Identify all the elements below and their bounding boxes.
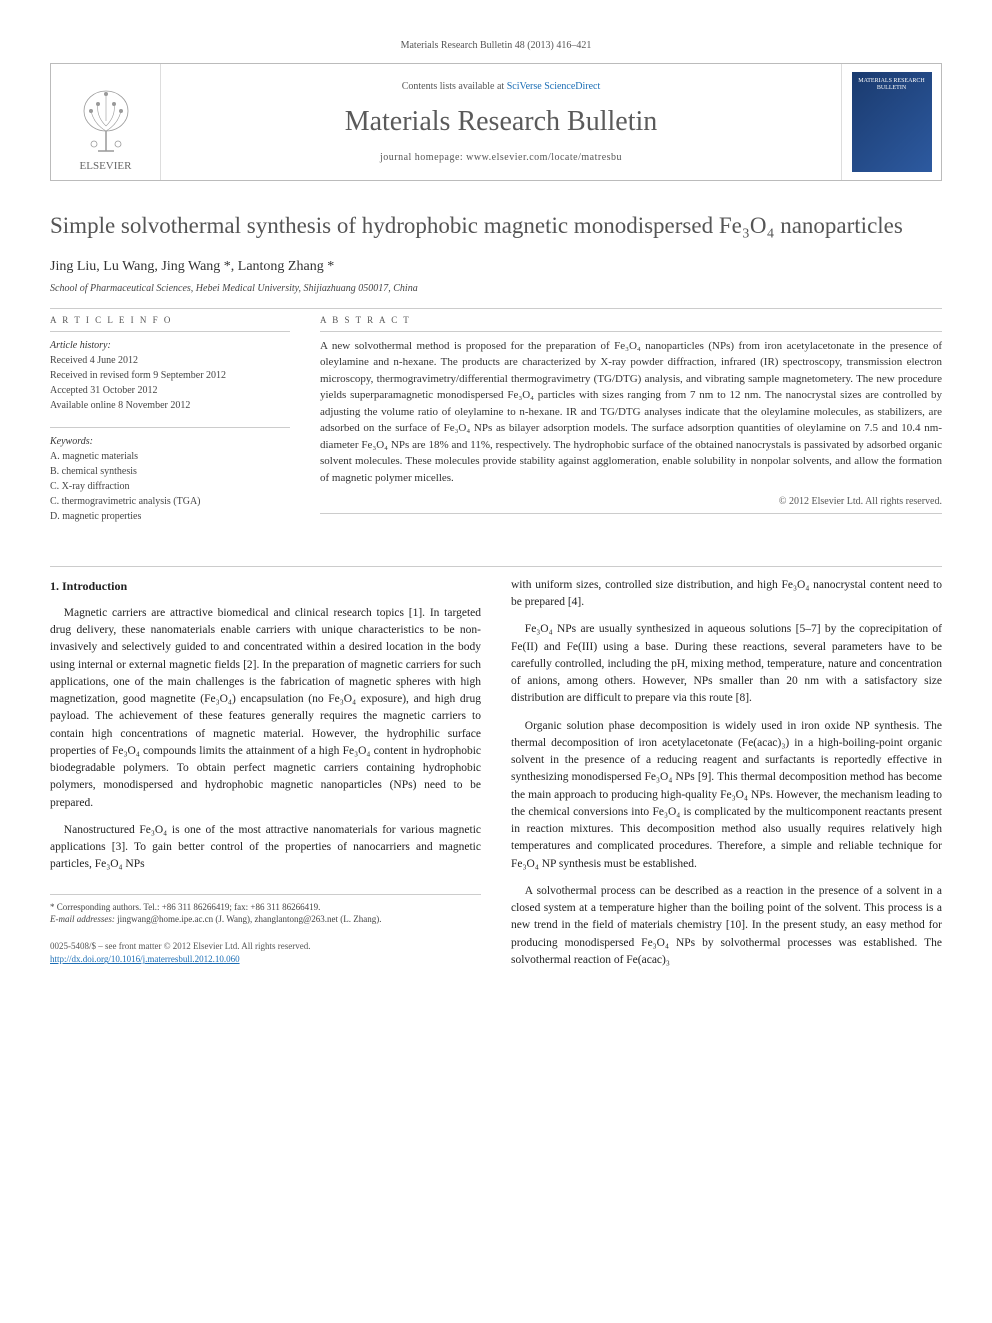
page-container: Materials Research Bulletin 48 (2013) 41… — [0, 0, 992, 1019]
keyword: B. chemical synthesis — [50, 464, 290, 479]
article-title: Simple solvothermal synthesis of hydroph… — [50, 211, 942, 241]
history-label: Article history: — [50, 338, 290, 353]
page-footer: 0025-5408/$ – see front matter © 2012 El… — [50, 940, 481, 967]
abstract-text: A new solvothermal method is proposed fo… — [320, 338, 942, 487]
abstract-heading: A B S T R A C T — [320, 315, 942, 325]
keyword: D. magnetic properties — [50, 509, 290, 524]
sciencedirect-link[interactable]: SciVerse ScienceDirect — [507, 81, 601, 92]
publisher-logo-block: ELSEVIER — [51, 64, 161, 180]
journal-homepage: journal homepage: www.elsevier.com/locat… — [181, 152, 821, 163]
keywords-block: Keywords: A. magnetic materials B. chemi… — [50, 434, 290, 524]
history-line: Available online 8 November 2012 — [50, 398, 290, 413]
body-paragraph: Fe₃O₄ NPs are usually synthesized in aqu… — [511, 621, 942, 707]
body-paragraph: Magnetic carriers are attractive biomedi… — [50, 605, 481, 812]
body-columns: 1. Introduction Magnetic carriers are at… — [50, 577, 942, 979]
keywords-label: Keywords: — [50, 434, 290, 449]
info-abstract-row: A R T I C L E I N F O Article history: R… — [50, 315, 942, 538]
cover-thumb-title: MATERIALS RESEARCH BULLETIN — [858, 78, 926, 92]
author-list: Jing Liu, Lu Wang, Jing Wang *, Lantong … — [50, 259, 942, 275]
journal-name: Materials Research Bulletin — [181, 106, 821, 138]
abstract-column: A B S T R A C T A new solvothermal metho… — [320, 315, 942, 538]
publisher-name: ELSEVIER — [80, 160, 132, 172]
body-column-right: with uniform sizes, controlled size dist… — [511, 577, 942, 979]
article-info-column: A R T I C L E I N F O Article history: R… — [50, 315, 290, 538]
keyword: C. X-ray diffraction — [50, 479, 290, 494]
history-line: Accepted 31 October 2012 — [50, 383, 290, 398]
body-column-left: 1. Introduction Magnetic carriers are at… — [50, 577, 481, 979]
body-paragraph: with uniform sizes, controlled size dist… — [511, 577, 942, 612]
journal-cover-thumbnail: MATERIALS RESEARCH BULLETIN — [852, 72, 932, 172]
contents-prefix: Contents lists available at — [402, 81, 507, 92]
keyword: C. thermogravimetric analysis (TGA) — [50, 494, 290, 509]
masthead-center: Contents lists available at SciVerse Sci… — [161, 64, 841, 180]
keyword: A. magnetic materials — [50, 449, 290, 464]
corresponding-author-footnote: * Corresponding authors. Tel.: +86 311 8… — [50, 894, 481, 926]
divider — [320, 513, 942, 514]
footnote-contact: * Corresponding authors. Tel.: +86 311 8… — [50, 901, 481, 914]
body-paragraph: Organic solution phase decomposition is … — [511, 718, 942, 873]
divider — [320, 331, 942, 332]
abstract-copyright: © 2012 Elsevier Ltd. All rights reserved… — [320, 496, 942, 507]
affiliation: School of Pharmaceutical Sciences, Hebei… — [50, 283, 942, 294]
history-line: Received 4 June 2012 — [50, 353, 290, 368]
divider — [50, 308, 942, 309]
divider — [50, 427, 290, 428]
history-line: Received in revised form 9 September 201… — [50, 368, 290, 383]
elsevier-tree-icon — [76, 86, 136, 156]
cover-thumbnail-block: MATERIALS RESEARCH BULLETIN — [841, 64, 941, 180]
doi-link[interactable]: http://dx.doi.org/10.1016/j.materresbull… — [50, 954, 240, 964]
article-history-block: Article history: Received 4 June 2012 Re… — [50, 338, 290, 413]
emails-text: jingwang@home.ipe.ac.cn (J. Wang), zhang… — [117, 914, 381, 924]
emails-label: E-mail addresses: — [50, 914, 115, 924]
article-info-heading: A R T I C L E I N F O — [50, 315, 290, 325]
running-header: Materials Research Bulletin 48 (2013) 41… — [50, 40, 942, 51]
footnote-emails: E-mail addresses: jingwang@home.ipe.ac.c… — [50, 913, 481, 926]
body-paragraph: A solvothermal process can be described … — [511, 883, 942, 969]
divider — [50, 331, 290, 332]
footer-left: 0025-5408/$ – see front matter © 2012 El… — [50, 940, 311, 967]
divider — [50, 566, 942, 567]
journal-masthead: ELSEVIER Contents lists available at Sci… — [50, 63, 942, 181]
issn-line: 0025-5408/$ – see front matter © 2012 El… — [50, 940, 311, 954]
section-heading: 1. Introduction — [50, 577, 481, 595]
body-paragraph: Nanostructured Fe₃O₄ is one of the most … — [50, 822, 481, 874]
contents-line: Contents lists available at SciVerse Sci… — [181, 81, 821, 92]
